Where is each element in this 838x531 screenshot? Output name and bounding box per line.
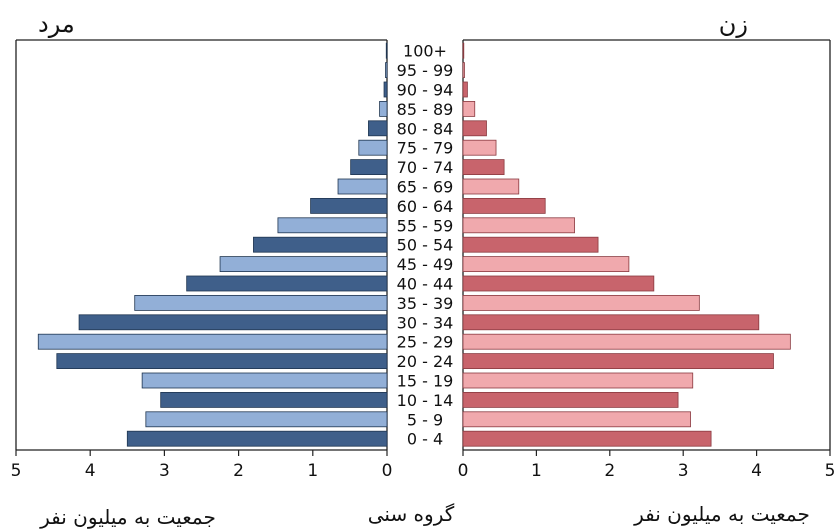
female-bar-0-4: [462, 430, 712, 447]
male-bar-70-74: [350, 159, 388, 176]
female-bar-80-84: [462, 120, 487, 137]
male-bar-60-64: [310, 197, 388, 214]
left-x-tick-label: 5: [11, 461, 22, 481]
age-group-label: 60 - 64: [397, 197, 454, 216]
age-group-label: 90 - 94: [397, 81, 454, 100]
male-bar-55-59: [277, 217, 388, 234]
female-bar-20-24: [462, 353, 774, 370]
female-bar-25-29: [462, 333, 791, 350]
age-group-label: 25 - 29: [397, 333, 454, 352]
female-bar-85-89: [462, 101, 476, 117]
female-bar-95-99: [462, 62, 465, 78]
age-group-label: 95 - 99: [397, 61, 454, 80]
male-bar-15-19: [141, 372, 388, 389]
age-group-label: 35 - 39: [397, 294, 454, 313]
age-group-label: 85 - 89: [397, 100, 454, 119]
male-bar-45-49: [219, 256, 388, 273]
male-bar-25-29: [37, 333, 388, 350]
left-x-tick-label: 3: [159, 461, 170, 481]
age-group-label: 5 - 9: [407, 410, 443, 429]
male-bar-75-79: [358, 139, 388, 156]
right-x-axis: 0 1 2 3 4 5: [458, 450, 836, 481]
female-bar-30-34: [462, 314, 760, 331]
left-x-tick-label: 2: [233, 461, 244, 481]
right-x-tick-label: 3: [678, 461, 689, 481]
right-x-tick-label: 5: [825, 461, 836, 481]
age-group-label: 55 - 59: [397, 216, 454, 235]
male-bar-5-9: [145, 411, 388, 428]
left-x-tick-label: 0: [382, 461, 393, 481]
male-bar-0-4: [126, 430, 388, 447]
center-axis-label: گروه سنی: [368, 502, 455, 526]
male-bar-50-54: [253, 236, 388, 253]
age-group-label: 30 - 34: [397, 313, 454, 332]
age-group-label: 65 - 69: [397, 178, 454, 197]
female-bar-50-54: [462, 236, 599, 253]
right-x-tick-label: 1: [531, 461, 542, 481]
right-x-tick-label: 0: [458, 461, 469, 481]
female-bar-75-79: [462, 139, 497, 156]
female-bar-70-74: [462, 159, 505, 176]
age-group-label: 40 - 44: [397, 275, 454, 294]
female-bar-10-14: [462, 391, 679, 408]
female-bar-90-94: [462, 81, 468, 98]
right-axis-label: جمعیت به میلیون نفر: [633, 502, 810, 526]
male-bar-10-14: [160, 391, 388, 408]
male-bar-40-44: [186, 275, 388, 292]
female-bar-15-19: [462, 372, 694, 389]
age-group-label: 20 - 24: [397, 352, 454, 371]
female-bar-55-59: [462, 217, 575, 234]
male-bars: [37, 42, 388, 447]
female-bar-100-: [462, 42, 465, 59]
male-bar-65-69: [337, 178, 388, 195]
female-bar-5-9: [462, 411, 691, 428]
male-bar-90-94: [383, 81, 388, 98]
female-bar-40-44: [462, 275, 655, 292]
male-bar-80-84: [368, 120, 388, 137]
male-bar-85-89: [379, 101, 388, 117]
female-bar-35-39: [462, 294, 700, 311]
age-group-label: 75 - 79: [397, 139, 454, 158]
right-x-tick-label: 4: [751, 461, 762, 481]
age-group-label: 45 - 49: [397, 255, 454, 274]
age-group-label: 80 - 84: [397, 119, 454, 138]
male-bar-35-39: [134, 294, 388, 311]
right-panel-title: زن: [719, 10, 748, 38]
age-group-label: 100+: [403, 42, 447, 61]
age-group-label: 10 - 14: [397, 391, 454, 410]
female-bar-45-49: [462, 256, 630, 273]
right-x-tick-label: 2: [604, 461, 615, 481]
male-bar-100-: [385, 42, 388, 59]
male-bar-30-34: [78, 314, 388, 331]
male-bar-95-99: [385, 62, 388, 78]
left-x-axis: 5 4 3 2 1 0: [11, 450, 393, 481]
female-bar-65-69: [462, 178, 520, 195]
left-panel-title: مرد: [38, 10, 75, 38]
age-group-label: 70 - 74: [397, 158, 454, 177]
female-bar-60-64: [462, 197, 546, 214]
left-x-tick-label: 1: [307, 461, 318, 481]
age-group-label: 0 - 4: [407, 430, 443, 449]
age-group-label: 15 - 19: [397, 372, 454, 391]
left-x-tick-label: 4: [85, 461, 96, 481]
left-axis-label: جمعیت به میلیون نفر: [39, 505, 216, 529]
age-group-label: 50 - 54: [397, 236, 454, 255]
female-bars: [462, 42, 791, 447]
male-bar-20-24: [56, 353, 388, 370]
